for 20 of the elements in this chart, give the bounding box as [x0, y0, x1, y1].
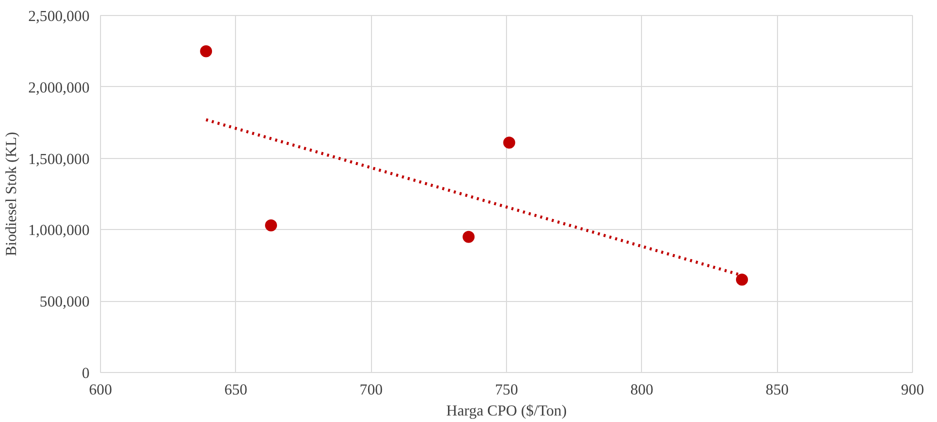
point [462, 230, 475, 243]
x-tick-label: 600 [89, 382, 112, 398]
x-tick-label: 650 [224, 382, 248, 398]
y-tick-label: 1,000,000 [28, 222, 90, 240]
x-tick-label: 900 [901, 382, 924, 398]
point [736, 274, 748, 286]
y-tick-label: 1,500,000 [28, 150, 90, 168]
y-tick-label: 0 [82, 365, 90, 382]
x-tick-label: 750 [495, 382, 518, 398]
x-tick-label: 700 [360, 382, 383, 398]
y-tick-label: 2,500,000 [28, 8, 90, 25]
y-tick-label: 2,000,000 [28, 79, 90, 96]
y-tick-label: 500,000 [40, 294, 90, 311]
point [200, 45, 212, 58]
point [503, 136, 516, 149]
point [265, 219, 278, 232]
y-axis-title: Biodiesel Stok (KL) [3, 132, 20, 256]
x-axis-title: Harga CPO ($/Ton) [446, 402, 567, 420]
x-tick-label: 800 [630, 382, 654, 398]
x-tick-label: 850 [766, 382, 789, 398]
